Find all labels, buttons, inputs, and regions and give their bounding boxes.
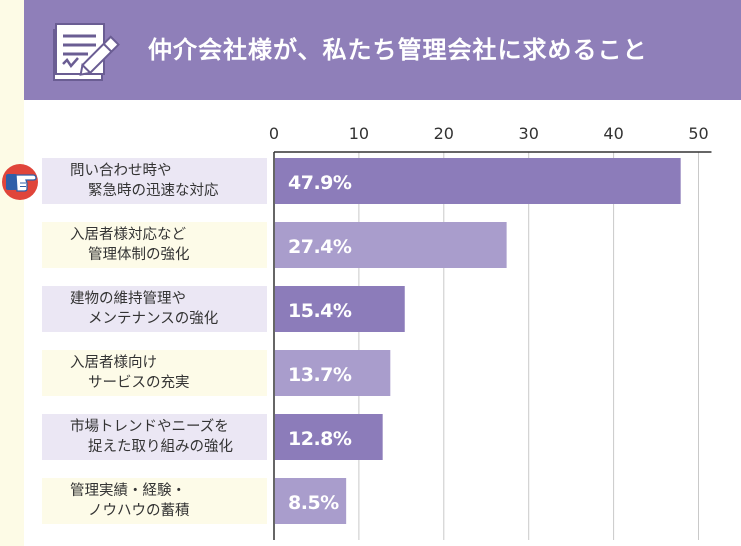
bar-value-label: 47.9% — [288, 172, 352, 194]
bar-value-label: 13.7% — [288, 364, 352, 386]
category-label-line: 問い合わせ時や — [70, 163, 172, 179]
bar-value-label: 15.4% — [288, 300, 352, 322]
category-label-line: メンテナンスの強化 — [88, 311, 219, 327]
x-tick-label: 10 — [349, 124, 369, 143]
category-label: 入居者様対応など管理体制の強化 — [42, 222, 267, 268]
category-label-line: 入居者様対応など — [70, 227, 186, 243]
category-label-line: 捉えた取り組みの強化 — [88, 439, 233, 455]
bar — [275, 414, 383, 460]
category-label-line: 管理実績・経験・ — [70, 483, 186, 499]
header-banner — [24, 0, 741, 100]
bar — [275, 222, 507, 268]
bar — [275, 286, 405, 332]
category-label-line: 管理体制の強化 — [88, 247, 190, 263]
x-tick-label: 50 — [688, 124, 708, 143]
category-label: 建物の維持管理やメンテナンスの強化 — [42, 286, 267, 332]
category-label: 管理実績・経験・ノウハウの蓄積 — [42, 478, 267, 524]
category-label-line: サービスの充実 — [88, 375, 190, 391]
bar — [275, 350, 391, 396]
x-tick-label: 0 — [269, 124, 279, 143]
category-label-line: ノウハウの蓄積 — [88, 503, 190, 519]
left-strip — [0, 0, 24, 546]
bar-value-label: 12.8% — [288, 428, 352, 450]
category-label-line: 市場トレンドやニーズを — [70, 419, 229, 435]
category-label-line: 入居者様向け — [70, 355, 157, 371]
category-label-line: 緊急時の迅速な対応 — [88, 183, 219, 199]
pointing-hand-icon — [2, 164, 38, 200]
bar-value-label: 8.5% — [288, 492, 339, 514]
category-label-line: 建物の維持管理や — [70, 291, 186, 307]
page-title: 仲介会社様が、私たち管理会社に求めること — [148, 36, 648, 64]
bar — [275, 478, 347, 524]
x-tick-label: 30 — [519, 124, 539, 143]
x-tick-label: 40 — [603, 124, 623, 143]
bar — [275, 158, 681, 204]
bar-value-label: 27.4% — [288, 236, 352, 258]
category-label: 入居者様向けサービスの充実 — [42, 350, 267, 396]
x-tick-label: 20 — [434, 124, 454, 143]
document-pen-icon — [53, 23, 120, 81]
category-label: 市場トレンドやニーズを捉えた取り組みの強化 — [42, 414, 267, 460]
category-label: 問い合わせ時や緊急時の迅速な対応 — [42, 158, 267, 204]
